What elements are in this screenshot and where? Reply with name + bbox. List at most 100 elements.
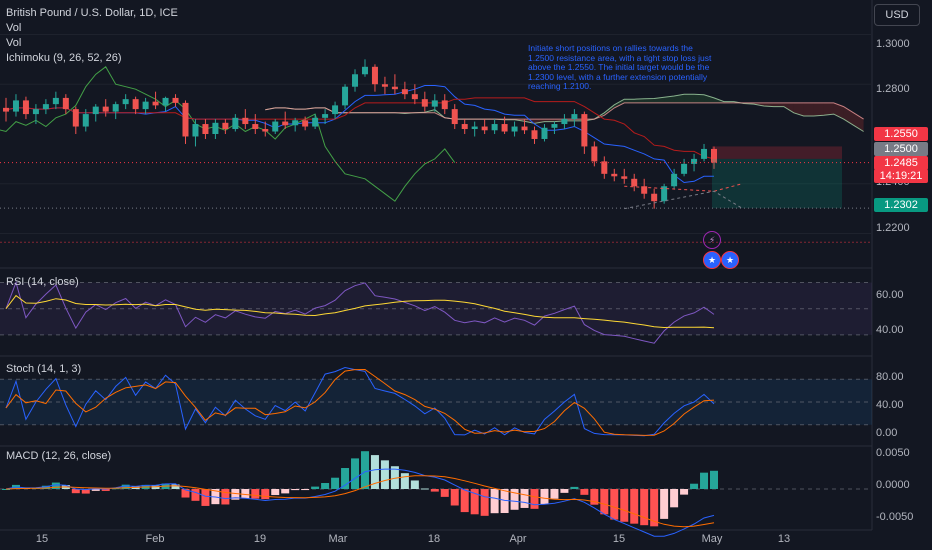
ichimoku-cloud [634,98,645,103]
ichimoku-cloud [704,94,714,103]
candle-body [411,94,418,100]
macd-histogram-bar [360,451,369,489]
candle-body [391,86,398,90]
stoch-label[interactable]: Stoch (14, 1, 3) [6,363,82,375]
candle-body [52,97,59,105]
macd-histogram-bar [440,489,449,497]
candle-body [701,148,708,159]
macd-histogram-bar [420,488,429,490]
macd-histogram-bar [101,489,110,491]
candle-body [611,173,618,177]
time-tick: Mar [328,533,348,545]
candle-body [152,101,159,106]
candle-body [661,186,668,202]
macd-histogram-bar [530,489,539,509]
us-flag-icon[interactable]: ★ [721,251,739,269]
volume-legend-2[interactable]: Vol [6,37,22,49]
chart-legend: British Pound / U.S. Dollar, 1D, ICE Vol… [6,6,178,66]
candle-body [401,89,408,95]
candle-body [461,124,468,130]
candle-body [621,176,628,179]
stop-zone [712,146,842,159]
macd-histogram-bar [51,482,60,489]
macd-histogram-bar [590,489,599,505]
volume-legend-1[interactable]: Vol [6,22,22,34]
macd-histogram-bar [2,489,10,490]
macd-tick: 0.0050 [876,447,910,459]
time-tick: Apr [509,533,527,545]
macd-histogram-bar [430,489,439,492]
stoch-d-line [5,368,715,436]
macd-histogram-bar [370,455,379,489]
candle-body [62,97,69,110]
time-tick: 18 [427,533,441,545]
macd-histogram-bar [111,488,120,490]
candle-body [671,173,678,187]
candle-body [262,129,269,132]
candle-body [292,120,299,126]
candle-body [381,84,388,87]
macd-histogram-bar [410,480,419,489]
macd-histogram-bar [261,489,270,500]
candle-body [551,124,558,128]
candle-body [511,126,518,132]
ichimoku-cloud [813,102,824,116]
macd-histogram-bar [181,489,190,498]
candle-body [651,193,658,202]
candle-body [681,163,688,174]
stoch-tick: 80.00 [876,371,904,383]
macd-histogram-bar [321,483,330,489]
macd-histogram-bar [91,489,100,491]
macd-histogram-bar [331,477,340,489]
candle-body [361,66,368,75]
macd-histogram-bar [191,489,200,501]
countdown-tag: 14:19:21 [874,169,928,183]
candle-body [571,114,578,120]
macd-histogram-bar [400,473,409,489]
candle-body [691,158,698,164]
macd-histogram-bar [380,460,389,489]
macd-histogram-bar [301,489,310,491]
macd-histogram-bar [121,484,130,489]
candle-body [162,97,169,106]
macd-histogram-bar [710,470,718,489]
macd-histogram-bar [81,489,90,494]
target-tag: 1.2302 [874,198,928,212]
macd-histogram-bar [231,489,240,500]
stoch-tick: 40.00 [876,399,904,411]
macd-label[interactable]: MACD (12, 26, close) [6,450,112,462]
candle-body [441,100,448,110]
candle-body [312,117,319,127]
candle-body [601,161,608,174]
conversion-line [5,85,714,184]
macd-histogram-bar [390,466,399,489]
candle-body [711,148,717,163]
candle-body [172,97,179,103]
us-flag-icon[interactable]: ★ [703,251,721,269]
currency-button[interactable]: USD [874,4,920,26]
macd-histogram-bar [41,485,50,489]
macd-histogram-bar [560,489,569,493]
candle-body [102,106,109,112]
macd-histogram-bar [600,489,609,515]
candle-body [182,102,189,137]
candle-body [92,106,99,115]
rsi-tick: 60.00 [876,289,904,301]
macd-histogram-bar [660,489,669,519]
stop-loss-tag: 1.2550 [874,127,928,141]
last-price-tag: 1.2485 [874,156,928,170]
ichimoku-cloud [624,99,635,103]
macd-histogram-bar [291,489,300,491]
ichimoku-legend[interactable]: Ichimoku (9, 26, 52, 26) [6,52,122,64]
lightning-icon[interactable]: ⚡ [703,231,721,249]
macd-histogram-bar [351,458,360,489]
rsi-label[interactable]: RSI (14, close) [6,276,79,288]
stoch-tick: 0.00 [876,427,898,439]
ichimoku-cloud [544,119,555,122]
entry-tag: 1.2500 [874,142,928,156]
symbol-title[interactable]: British Pound / U.S. Dollar, 1D, ICE [6,7,178,19]
candle-body [252,124,259,130]
macd-histogram-bar [640,489,649,526]
candle-body [451,109,458,125]
